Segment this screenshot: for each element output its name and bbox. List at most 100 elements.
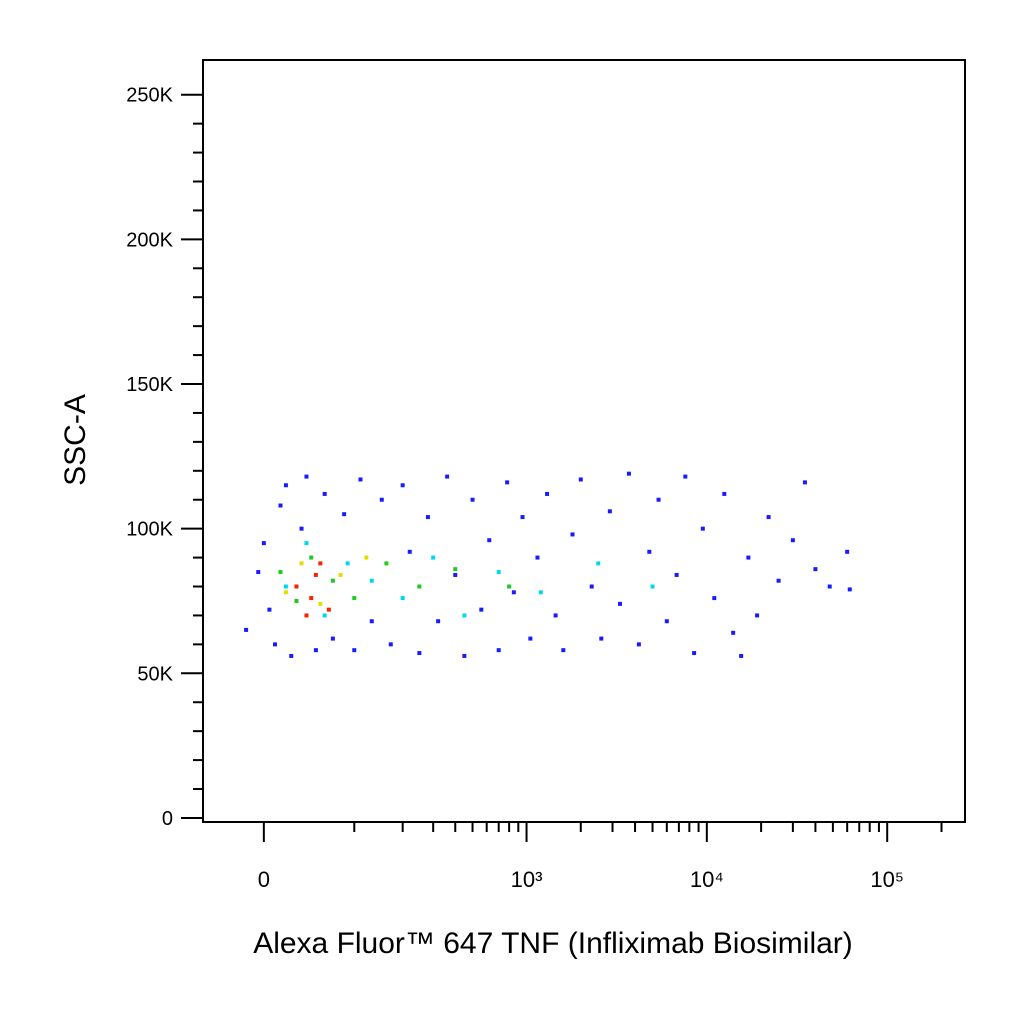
point [617,601,622,606]
point [507,584,512,589]
point [304,613,309,618]
point [462,613,467,618]
point [261,541,266,546]
point [342,512,347,517]
point [326,607,331,612]
point [845,549,850,554]
point [453,572,458,577]
point [528,636,533,641]
point [388,642,393,647]
x-axis-label: Alexa Fluor™ 647 TNF (Infliximab Biosimi… [253,927,853,960]
point [400,596,405,601]
point [505,480,510,485]
point [384,561,389,566]
point [636,642,641,647]
point [313,648,318,653]
x-tick-label: 0 [258,867,270,892]
point [746,555,751,560]
point [352,648,357,653]
point [607,509,612,514]
point [766,515,771,520]
point [647,549,652,554]
point [570,532,575,537]
point [272,642,277,647]
point [589,584,594,589]
point [700,526,705,531]
point [731,630,736,635]
point [722,491,727,496]
point [318,561,323,566]
point [338,572,343,577]
point [330,636,335,641]
point [244,627,249,632]
point [431,555,436,560]
point [462,653,467,658]
point [309,596,314,601]
point [304,474,309,479]
point [318,601,323,606]
point [538,590,543,595]
point [304,541,309,546]
point [496,648,501,653]
point [299,526,304,531]
point [299,561,304,566]
point [776,578,781,583]
point [322,613,327,618]
point [436,619,441,624]
point [479,607,484,612]
point [520,515,525,520]
point [283,584,288,589]
point [278,503,283,508]
point [313,572,318,577]
point [545,491,550,496]
point [790,538,795,543]
point [358,477,363,482]
point [379,497,384,502]
point [599,636,604,641]
point [283,483,288,488]
point [626,471,631,476]
y-axis-label: SSC-A [59,394,92,486]
point [294,598,299,603]
point [656,497,661,502]
point [650,584,655,589]
point [496,570,501,575]
point [345,561,350,566]
point [400,483,405,488]
point [674,572,679,577]
y-tick-label: 50K [137,663,173,685]
point [561,648,566,653]
point [278,570,283,575]
point [553,613,558,618]
point [847,587,852,592]
point [322,491,327,496]
point [283,590,288,595]
point [739,653,744,658]
point [683,474,688,479]
point [267,607,272,612]
point [369,578,374,583]
point [352,596,357,601]
point [578,477,583,482]
point [813,567,818,572]
point [827,584,832,589]
y-tick-label: 250K [126,85,173,107]
x-tick-label: 10⁴ [690,867,724,892]
y-tick-label: 150K [126,374,173,396]
point [692,651,697,656]
point [445,474,450,479]
x-tick-label: 10⁵ [870,867,904,892]
plot-frame [202,59,966,823]
point [470,497,475,502]
x-tick-label: 10³ [511,867,543,892]
point [330,578,335,583]
y-tick-label: 0 [162,808,173,830]
point [417,651,422,656]
point [511,590,516,595]
point [664,619,669,624]
point [256,570,261,575]
point [596,561,601,566]
point [453,567,458,572]
point [535,555,540,560]
